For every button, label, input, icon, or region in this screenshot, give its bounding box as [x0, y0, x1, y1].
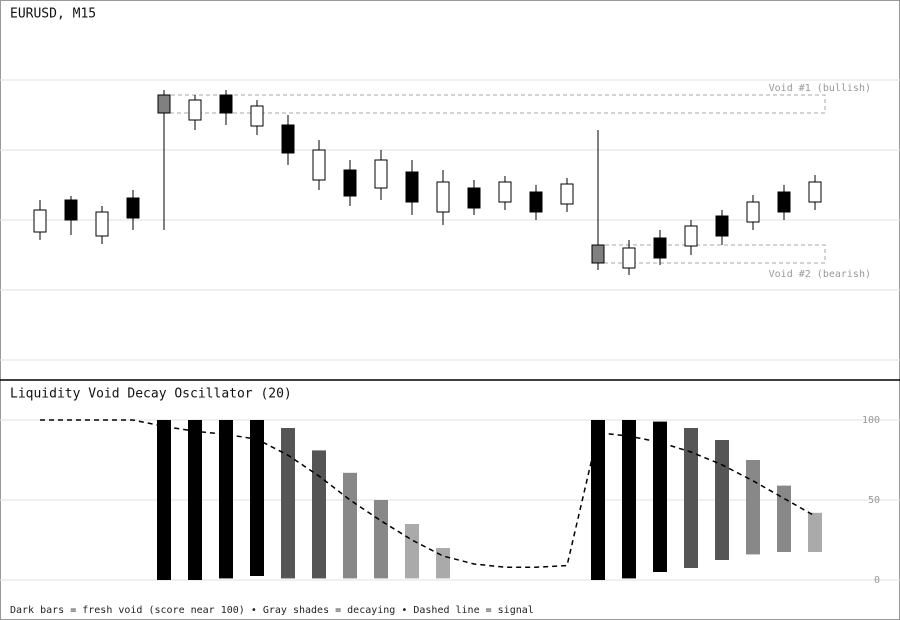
- void-bar: [312, 450, 326, 579]
- void-bar: [653, 421, 667, 572]
- void-bar: [808, 512, 822, 552]
- void-bar: [374, 500, 388, 579]
- zone-label: Void #2 (bearish): [769, 269, 871, 280]
- candle-body: [188, 99, 202, 121]
- candle-body: [467, 187, 481, 209]
- candle-body: [591, 244, 605, 264]
- signal-line: [40, 419, 816, 568]
- y-tick-label: 50: [868, 495, 880, 506]
- chart-title: EURUSD, M15: [10, 7, 96, 22]
- void-bar: [591, 420, 605, 580]
- candle-body: [219, 94, 233, 114]
- candle-body: [622, 247, 636, 269]
- void-bar: [219, 420, 233, 579]
- void-bar: [343, 472, 357, 579]
- candle-body: [777, 191, 791, 213]
- footnote: Dark bars = fresh void (score near 100) …: [10, 605, 534, 616]
- price-grid: [0, 79, 900, 361]
- candle-body: [529, 191, 543, 213]
- candle-body: [405, 171, 419, 203]
- void-bar: [777, 485, 791, 552]
- candle-body: [498, 181, 512, 203]
- candle-body: [95, 211, 109, 237]
- candle-body: [560, 183, 574, 205]
- candle-body: [653, 237, 667, 259]
- candle-body: [343, 169, 357, 197]
- candle-body: [436, 181, 450, 213]
- candle-body: [684, 225, 698, 247]
- oscillator-title: Liquidity Void Decay Oscillator (20): [10, 387, 292, 402]
- void-bar: [436, 548, 450, 579]
- void-bar: [188, 420, 202, 580]
- candle-body: [715, 215, 729, 237]
- void-bar: [281, 428, 295, 579]
- candle-body: [126, 197, 140, 219]
- void-zone: [163, 94, 826, 114]
- void-bar: [405, 524, 419, 579]
- void-bar: [746, 460, 760, 555]
- void-bar: [250, 420, 264, 576]
- candle-body: [312, 149, 326, 181]
- candle-body: [746, 201, 760, 223]
- y-tick-label: 0: [874, 575, 880, 586]
- void-bar: [622, 420, 636, 579]
- candle-body: [33, 209, 47, 233]
- candle-body: [157, 94, 171, 114]
- candle-body: [250, 105, 264, 127]
- void-zone: [597, 244, 826, 264]
- y-tick-label: 100: [862, 415, 880, 426]
- void-bar: [684, 428, 698, 568]
- candle-body: [64, 199, 78, 221]
- void-bar: [715, 440, 729, 560]
- zone-label: Void #1 (bullish): [769, 83, 871, 94]
- candle-body: [374, 159, 388, 189]
- candle-body: [808, 181, 822, 203]
- candle-body: [281, 124, 295, 154]
- void-bar: [157, 420, 171, 580]
